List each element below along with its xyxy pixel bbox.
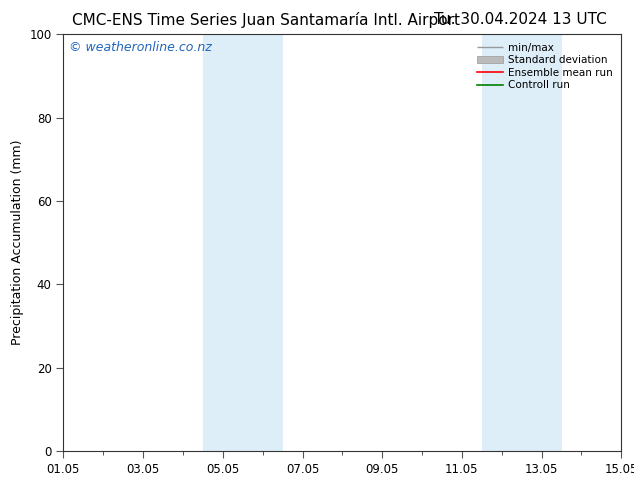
- Text: Tu. 30.04.2024 13 UTC: Tu. 30.04.2024 13 UTC: [434, 12, 606, 27]
- Y-axis label: Precipitation Accumulation (mm): Precipitation Accumulation (mm): [11, 140, 24, 345]
- Text: CMC-ENS Time Series Juan Santamaría Intl. Airport: CMC-ENS Time Series Juan Santamaría Intl…: [72, 12, 460, 28]
- Bar: [203, 34, 283, 451]
- Bar: [482, 34, 562, 451]
- Text: © weatheronline.co.nz: © weatheronline.co.nz: [69, 41, 212, 53]
- Legend: min/max, Standard deviation, Ensemble mean run, Controll run: min/max, Standard deviation, Ensemble me…: [474, 40, 616, 94]
